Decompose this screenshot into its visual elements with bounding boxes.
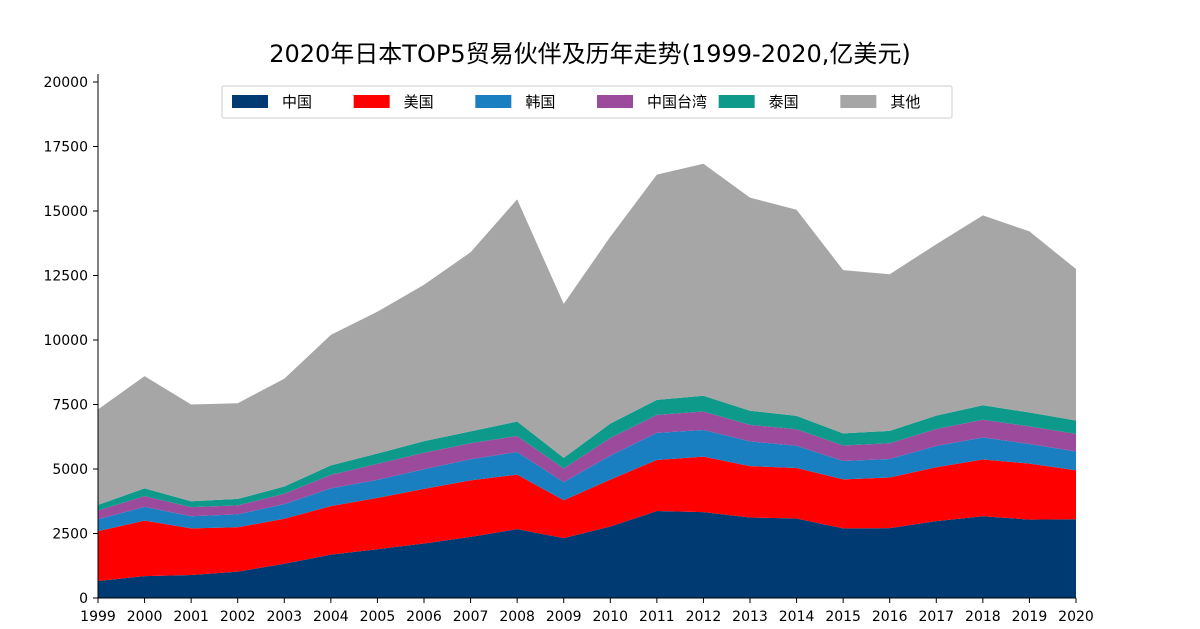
x-tick-label: 2015: [825, 609, 861, 625]
legend-swatch: [475, 95, 512, 108]
area-series-1: [98, 456, 1076, 581]
x-tick-label: 2019: [1012, 609, 1048, 625]
legend-swatch: [597, 95, 633, 108]
area-series-group: [98, 163, 1076, 598]
x-tick-label: 2003: [266, 609, 302, 625]
x-tick-label: 2008: [499, 609, 535, 625]
legend-swatch: [718, 95, 755, 108]
x-tick-label: 2004: [313, 609, 349, 625]
x-tick-label: 2009: [546, 609, 582, 625]
x-tick-label: 2020: [1058, 609, 1094, 625]
area-series-0: [98, 511, 1076, 598]
x-tick-label: 2014: [779, 609, 815, 625]
y-tick-label: 5000: [52, 462, 88, 478]
x-tick-label: 2002: [220, 609, 256, 625]
x-tick-label: 2006: [406, 609, 442, 625]
legend-swatch: [840, 95, 877, 108]
x-tick-label: 2011: [639, 609, 675, 625]
legend-label: 泰国: [769, 93, 799, 111]
area-series-3: [98, 411, 1076, 520]
area-series-4: [98, 395, 1076, 511]
y-tick-label: 10000: [43, 333, 88, 349]
y-tick-label: 2500: [52, 527, 88, 543]
x-tick-label: 2016: [872, 609, 908, 625]
y-tick-label: 7500: [52, 398, 88, 414]
x-tick-label: 2013: [732, 609, 768, 625]
axes: 0 2500 5000 7500 10000 12500 15000 17500 20000 19…: [43, 74, 1094, 625]
legend-label: 美国: [404, 93, 434, 111]
y-tick-label: 12500: [43, 269, 88, 285]
x-tick-label: 2000: [127, 609, 163, 625]
x-tick-label: 2018: [965, 609, 1001, 625]
legend-swatch: [353, 95, 390, 108]
area-series-5: [98, 163, 1076, 505]
y-tick-label: 20000: [43, 75, 88, 91]
area-series-2: [98, 430, 1076, 532]
x-tick-label: 2001: [173, 609, 209, 625]
x-tick-label: 2010: [592, 609, 628, 625]
legend-label: 其他: [890, 93, 920, 111]
y-tick-label: 0: [79, 591, 88, 607]
chart-title: 2020年日本TOP5贸易伙伴及历年走势(1999-2020,亿美元): [269, 40, 911, 68]
x-tick-label: 2005: [360, 609, 396, 625]
legend-frame: [221, 85, 953, 119]
legend: 中国 美国 韩国 中国台湾 泰国 其他: [221, 85, 953, 119]
x-tick-label: 1999: [80, 609, 116, 625]
y-tick-label: 17500: [43, 140, 88, 156]
legend-swatch: [232, 95, 268, 108]
legend-label: 中国: [282, 93, 312, 111]
x-tick-label: 2012: [686, 609, 722, 625]
legend-label: 韩国: [525, 93, 555, 111]
y-tick-label: 15000: [43, 204, 88, 220]
legend-label: 中国台湾: [647, 93, 707, 111]
x-tick-label: 2007: [453, 609, 489, 625]
x-tick-label: 2017: [918, 609, 954, 625]
